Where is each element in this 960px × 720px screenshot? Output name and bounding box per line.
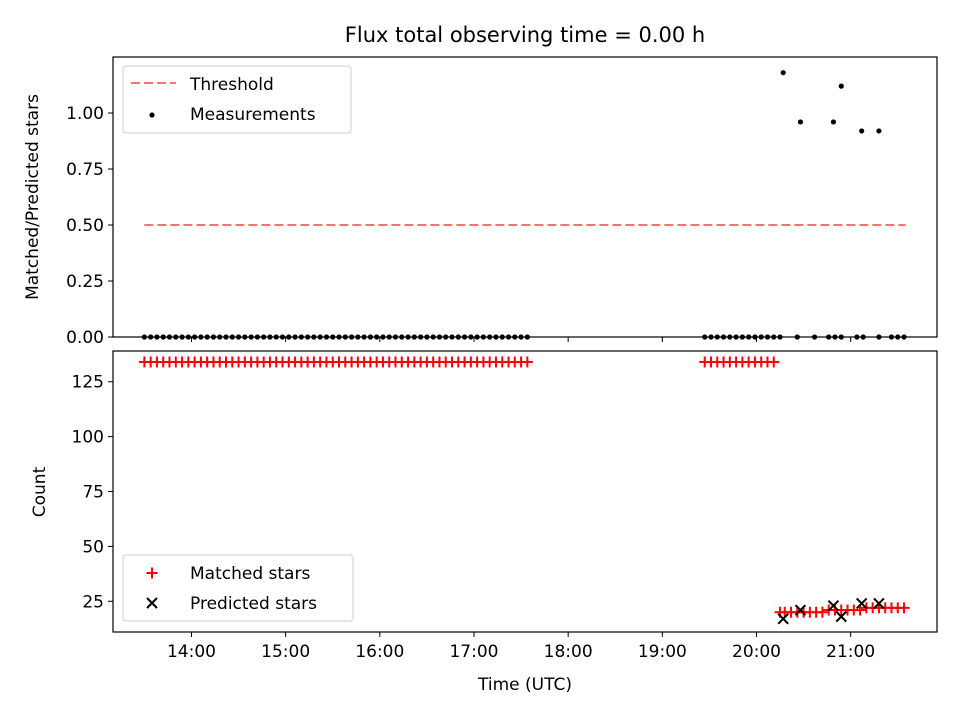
- measurement-point: [876, 128, 882, 134]
- matched-stars-legend-swatch: [146, 567, 158, 579]
- predicted-stars-legend-label: Predicted stars: [190, 594, 317, 614]
- measurements-legend-label: Measurements: [190, 105, 316, 125]
- x-tick-label: 18:00: [544, 642, 593, 662]
- bottom-plot-area: [138, 356, 910, 625]
- matched-star-point: [816, 606, 828, 618]
- measurements-legend-swatch: [149, 112, 155, 118]
- top-y-tick-label: 0.00: [66, 328, 104, 348]
- predicted-star-point: [835, 610, 847, 623]
- x-tick-label: 17:00: [449, 642, 498, 662]
- top-y-tick-label: 0.25: [66, 272, 104, 292]
- bottom-x-ticks: 14:00 15:00 16:00 17:00 18:00 19:00 20:00 21:00: [167, 632, 875, 662]
- predicted-stars-legend-swatch: [146, 597, 158, 609]
- top-y-ticks: 0.00 0.25 0.50 0.75 1.00: [66, 104, 113, 348]
- bottom-y-axis-label: Count: [30, 466, 50, 517]
- x-tick-label: 16:00: [355, 642, 404, 662]
- x-tick-label: 14:00: [167, 642, 216, 662]
- bottom-y-tick-label: 50: [82, 537, 104, 557]
- measurement-point: [830, 119, 837, 125]
- measurement-point: [780, 70, 786, 76]
- top-legend-box: [122, 65, 352, 134]
- x-tick-label: 15:00: [261, 642, 310, 662]
- bottom-y-tick-label: 75: [82, 483, 104, 503]
- matched-star-point: [768, 356, 780, 368]
- top-plot-area: [141, 70, 907, 340]
- measurement-point: [797, 119, 804, 125]
- x-axis-label: Time (UTC): [477, 675, 572, 695]
- top-y-tick-label: 0.75: [66, 160, 104, 180]
- matched-stars-legend-label: Matched stars: [190, 564, 310, 584]
- bottom-legend-box: [122, 554, 354, 622]
- predicted-star-point: [827, 599, 840, 612]
- bottom-y-tick-label: 100: [72, 428, 104, 448]
- x-tick-label: 21:00: [826, 642, 875, 662]
- measurement-point: [859, 128, 865, 134]
- top-y-axis-label: Matched/Predicted stars: [23, 94, 43, 300]
- top-legend: Threshold Measurements: [122, 65, 352, 134]
- matched-star-point: [521, 356, 533, 368]
- measurement-point: [838, 83, 844, 89]
- predicted-star-point: [873, 597, 885, 610]
- bottom-y-tick-label: 25: [82, 592, 104, 612]
- x-tick-label: 20:00: [732, 642, 781, 662]
- top-panel: Matched/Predicted stars 0.00 0.25 0.50 0.75…: [23, 56, 938, 348]
- bottom-legend: Matched stars Predicted stars: [122, 554, 354, 622]
- matched-star-point: [898, 602, 910, 614]
- threshold-legend-label: Threshold: [189, 75, 274, 95]
- top-y-tick-label: 1.00: [66, 104, 104, 124]
- top-x-ticks: [190, 337, 852, 342]
- top-y-tick-label: 0.50: [66, 216, 104, 236]
- top-axes-frame: [112, 56, 938, 338]
- predicted-star-point: [855, 597, 868, 610]
- predicted-star-point: [777, 613, 789, 625]
- bottom-y-ticks: 25 50 75 100 125: [72, 373, 113, 612]
- x-tick-label: 19:00: [638, 642, 687, 662]
- bottom-y-tick-label: 125: [72, 373, 104, 393]
- chart-title: Flux total observing time = 0.00 h: [345, 23, 705, 47]
- predicted-star-point: [794, 604, 807, 616]
